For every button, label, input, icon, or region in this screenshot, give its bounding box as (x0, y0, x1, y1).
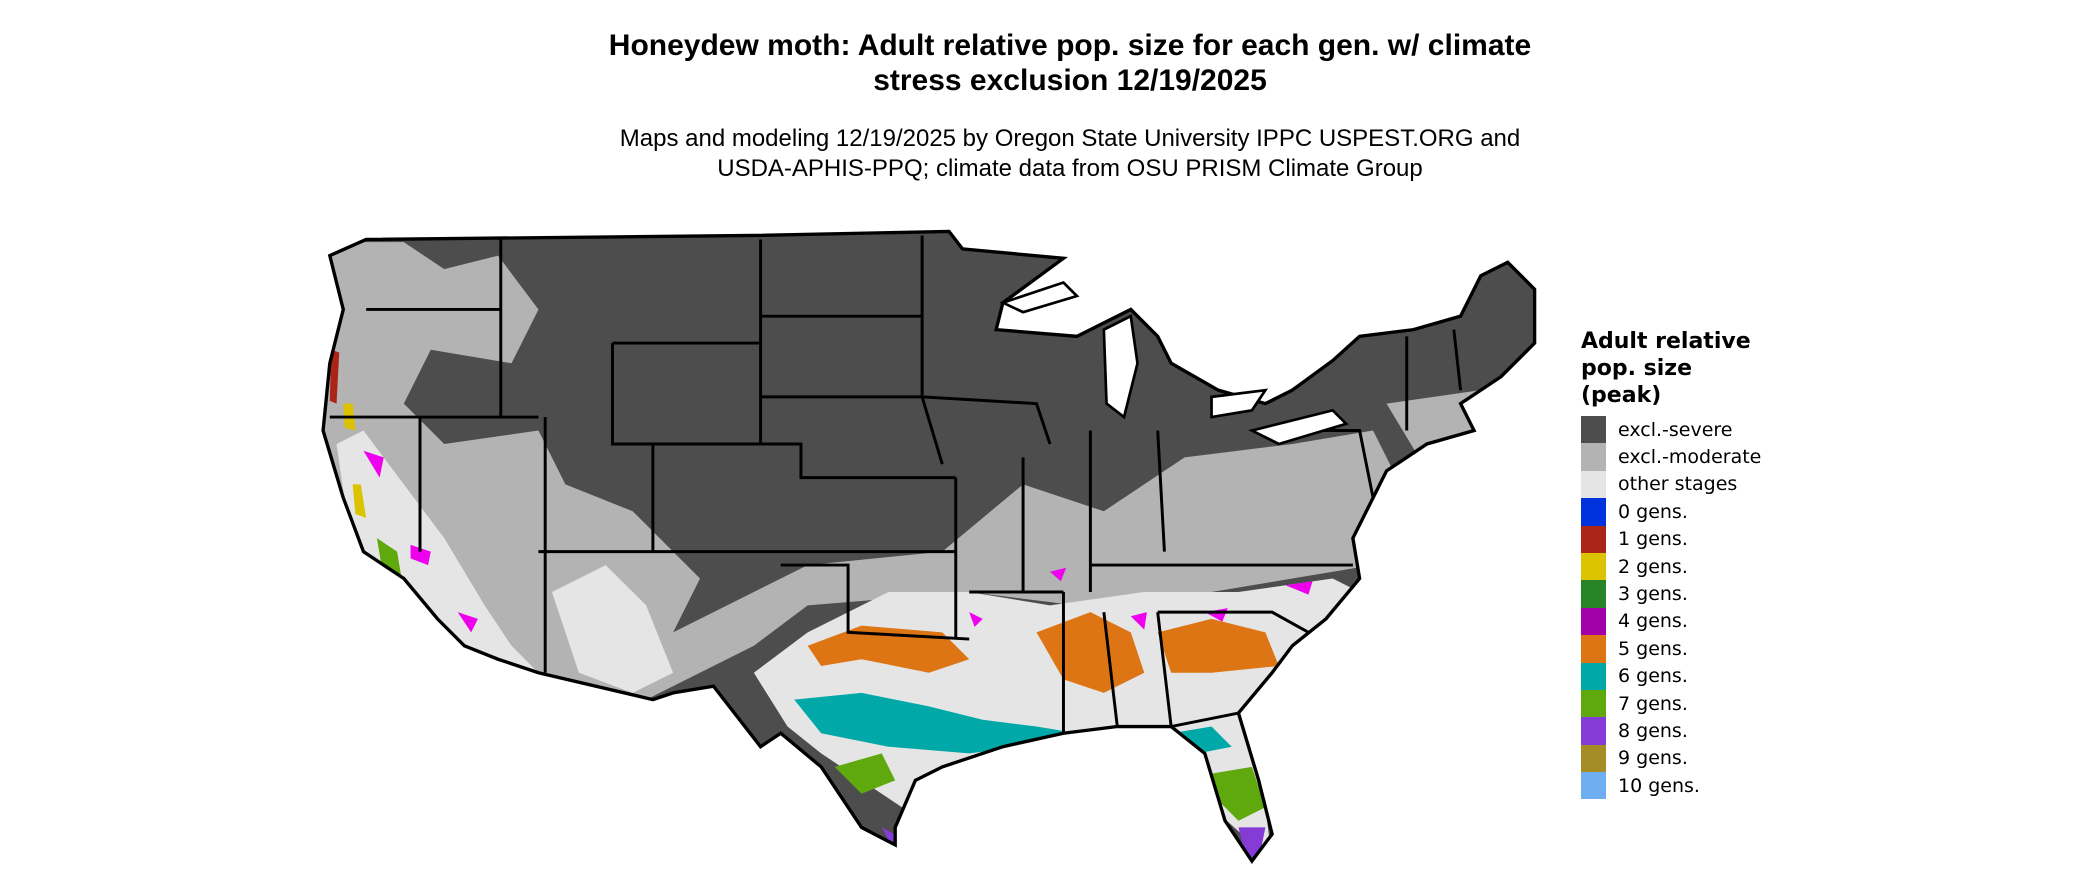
legend-swatch (1581, 416, 1606, 444)
legend-label: 2 gens. (1618, 555, 1688, 578)
legend-item: other stages (1581, 470, 1761, 499)
legend-label: excl.-moderate (1618, 446, 1762, 469)
band-4-gens (363, 450, 1313, 633)
legend-item: 10 gens. (1581, 772, 1761, 800)
legend-label: excl.-severe (1618, 418, 1733, 441)
state-borders (329, 235, 1463, 734)
legend-item: 4 gens. (1581, 607, 1761, 636)
legend-label: 4 gens. (1618, 610, 1688, 633)
legend-swatch (1581, 717, 1606, 745)
map-subtitle: Maps and modeling 12/19/2025 by Oregon S… (0, 124, 2100, 184)
legend-item: 0 gens. (1581, 498, 1761, 526)
legend-swatch (1581, 744, 1606, 773)
legend: Adult relative pop. size (peak) excl.-se… (1581, 328, 1762, 800)
legend-item: 1 gens. (1581, 525, 1761, 553)
map-title-line2: stress exclusion 12/19/2025 (873, 64, 1267, 97)
legend-label: 10 gens. (1618, 774, 1700, 797)
map-title: Honeydew moth: Adult relative pop. size … (0, 28, 2100, 98)
legend-item: 5 gens. (1581, 635, 1761, 663)
legend-swatch (1581, 635, 1606, 663)
map-title-line1: Honeydew moth: Adult relative pop. size … (608, 29, 1532, 62)
legend-swatch (1581, 772, 1606, 800)
legend-label: 1 gens. (1618, 528, 1688, 551)
legend-item: 8 gens. (1581, 717, 1761, 745)
map-subtitle-line1: Maps and modeling 12/19/2025 by Oregon S… (619, 125, 1521, 152)
band-6-gens (794, 692, 1232, 754)
legend-label: 3 gens. (1618, 583, 1688, 606)
band-1-gens (329, 349, 340, 404)
legend-label: 8 gens. (1618, 719, 1688, 742)
legend-item: 9 gens. (1581, 744, 1761, 773)
legend-swatch (1581, 443, 1606, 471)
legend-item: 6 gens. (1581, 662, 1761, 690)
legend-swatch (1581, 525, 1606, 553)
legend-label: 0 gens. (1618, 500, 1688, 523)
legend-title: Adult relative pop. size (peak) (1581, 329, 1751, 408)
legend-item: 7 gens. (1581, 689, 1761, 718)
legend-label: 7 gens. (1618, 692, 1688, 715)
legend-item: excl.-severe (1581, 416, 1761, 444)
legend-swatch (1581, 689, 1606, 718)
legend-item: 3 gens. (1581, 580, 1761, 608)
legend-label: 5 gens. (1618, 637, 1688, 660)
region-other-stages-west (336, 430, 539, 673)
band-2-gens (343, 403, 367, 518)
legend-swatch (1581, 662, 1606, 690)
band-8-gens (881, 827, 1266, 862)
legend-swatch (1581, 607, 1606, 636)
legend-label: 6 gens. (1618, 665, 1688, 688)
region-other-stages-az (551, 565, 674, 693)
legend-item: 2 gens. (1581, 552, 1761, 581)
legend-label: 9 gens. (1618, 747, 1688, 770)
great-lakes (999, 280, 1349, 446)
legend-items: excl.-severe excl.-moderate other stages 0 … (1581, 416, 1762, 800)
legend-swatch (1581, 498, 1606, 526)
legend-swatch (1581, 552, 1606, 581)
legend-item: excl.-moderate (1581, 443, 1762, 471)
map-subtitle-line2: USDA-APHIS-PPQ; climate data from OSU PR… (717, 155, 1423, 182)
legend-swatch (1581, 580, 1606, 608)
legend-label: other stages (1618, 473, 1738, 496)
legend-swatch (1581, 470, 1606, 499)
